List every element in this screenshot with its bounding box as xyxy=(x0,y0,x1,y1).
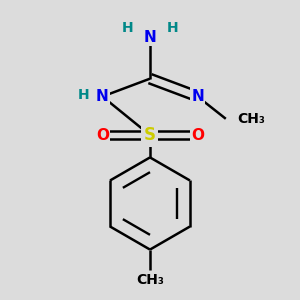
Text: CH₃: CH₃ xyxy=(238,112,266,126)
Text: N: N xyxy=(191,89,204,104)
Text: S: S xyxy=(144,126,156,144)
Text: N: N xyxy=(144,30,156,45)
Text: O: O xyxy=(96,128,109,142)
Text: O: O xyxy=(191,128,204,142)
Text: H: H xyxy=(167,21,178,35)
Text: CH₃: CH₃ xyxy=(136,273,164,287)
Text: H: H xyxy=(122,21,134,35)
Text: H: H xyxy=(77,88,89,102)
Text: N: N xyxy=(96,89,109,104)
